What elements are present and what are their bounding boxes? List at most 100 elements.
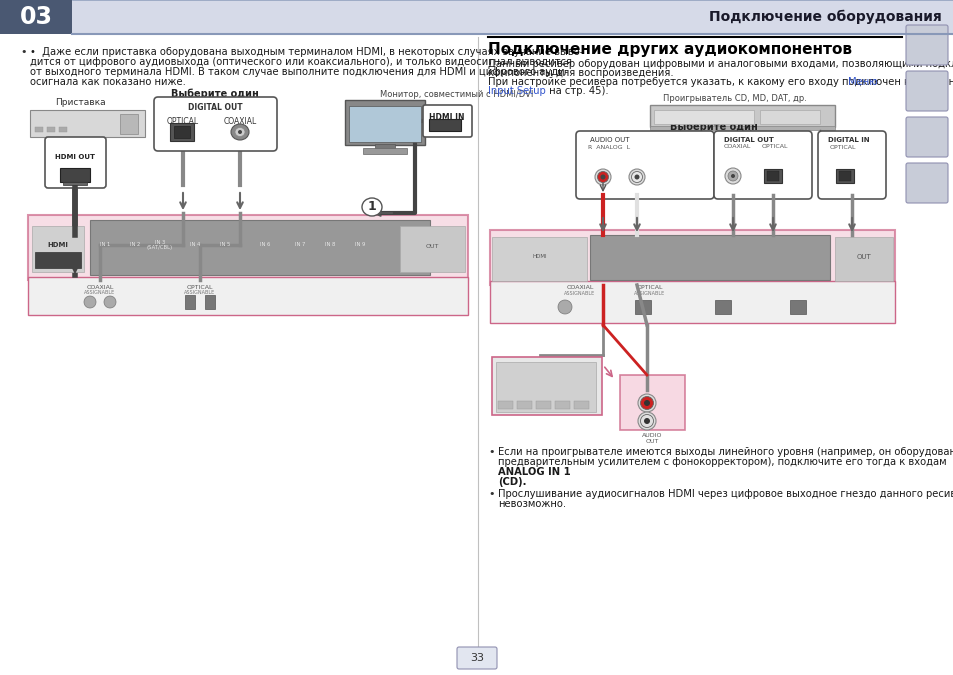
Ellipse shape: [643, 418, 649, 424]
Text: Меню: Меню: [847, 77, 877, 87]
Bar: [35, 252, 81, 268]
Bar: [170, 123, 193, 141]
Bar: [763, 169, 781, 183]
Bar: [714, 300, 730, 314]
Text: Данный ресивер оборудован цифровыми и аналоговыми входами, позволяющими подключи: Данный ресивер оборудован цифровыми и ан…: [488, 59, 953, 69]
FancyBboxPatch shape: [45, 137, 106, 188]
Bar: [345, 100, 424, 145]
Bar: [766, 171, 779, 181]
Text: OUT: OUT: [856, 254, 870, 260]
Text: Проигрыватель CD, MD, DAT, др.: Проигрыватель CD, MD, DAT, др.: [662, 94, 806, 103]
Text: ANALOG IN 1: ANALOG IN 1: [497, 467, 570, 477]
Bar: [654, 110, 753, 124]
Ellipse shape: [595, 169, 610, 185]
Text: ASSIGNABLE: ASSIGNABLE: [564, 291, 595, 296]
Text: HDMI: HDMI: [532, 254, 547, 259]
Bar: [63, 182, 87, 185]
Bar: [497, 401, 513, 409]
Ellipse shape: [724, 168, 740, 184]
Ellipse shape: [639, 414, 653, 427]
Bar: [47, 127, 55, 132]
Ellipse shape: [234, 128, 245, 136]
Ellipse shape: [597, 171, 608, 182]
Bar: [399, 226, 464, 272]
Text: Прослушивание аудиосигналов HDMI через цифровое выходное гнездо данного ресивера: Прослушивание аудиосигналов HDMI через ц…: [497, 489, 953, 499]
Bar: [619, 375, 684, 430]
Text: 1: 1: [367, 200, 376, 213]
Bar: [536, 401, 551, 409]
Text: •  Даже если приставка оборудована выходным терминалом HDMI, в некоторых случаях: • Даже если приставка оборудована выходн…: [30, 47, 583, 57]
Ellipse shape: [361, 198, 381, 216]
Text: ASSIGNABLE: ASSIGNABLE: [634, 291, 665, 296]
Text: •: •: [20, 47, 27, 57]
FancyBboxPatch shape: [153, 97, 276, 151]
Bar: [492, 357, 601, 415]
Ellipse shape: [84, 296, 96, 308]
Text: Если на проигрывателе имеются выходы линейного уровня (например, он оборудован в: Если на проигрывателе имеются выходы лин…: [497, 447, 953, 457]
Ellipse shape: [631, 171, 641, 182]
Text: Выберите один: Выберите один: [669, 122, 757, 132]
Bar: [185, 295, 194, 309]
Ellipse shape: [599, 175, 605, 180]
Bar: [90, 220, 430, 275]
Bar: [490, 281, 894, 323]
Text: Подключение других аудиокомпонентов: Подключение других аудиокомпонентов: [488, 42, 851, 57]
Text: IN 1: IN 1: [100, 242, 111, 248]
Bar: [838, 171, 850, 181]
Text: на стр. 45).: на стр. 45).: [545, 86, 608, 96]
FancyBboxPatch shape: [905, 25, 947, 65]
Text: IN 3
(SAT/CBL): IN 3 (SAT/CBL): [147, 240, 172, 250]
Text: HDMI IN: HDMI IN: [429, 113, 464, 122]
Bar: [834, 237, 892, 281]
Bar: [635, 300, 650, 314]
Text: компоненты для воспроизведения.: компоненты для воспроизведения.: [488, 68, 673, 78]
Text: HDMI: HDMI: [48, 242, 69, 248]
FancyBboxPatch shape: [456, 647, 497, 669]
Bar: [363, 148, 407, 154]
Text: AUDIO
OUT: AUDIO OUT: [641, 433, 661, 443]
Text: ASSIGNABLE: ASSIGNABLE: [84, 290, 115, 295]
Text: OPTICAL: OPTICAL: [636, 285, 662, 290]
Text: IN 4: IN 4: [190, 242, 200, 248]
Bar: [649, 105, 834, 127]
Text: DIGITAL OUT: DIGITAL OUT: [188, 103, 242, 112]
Text: COAXIAL: COAXIAL: [566, 285, 593, 290]
Bar: [205, 295, 214, 309]
Text: При настройке ресивера потребуется указать, к какому его входу подключен компоне: При настройке ресивера потребуется указа…: [488, 77, 953, 87]
FancyBboxPatch shape: [905, 117, 947, 157]
Text: IN 8: IN 8: [324, 242, 335, 248]
Ellipse shape: [643, 400, 649, 406]
Text: ASSIGNABLE: ASSIGNABLE: [184, 290, 215, 295]
Text: •: •: [488, 447, 494, 457]
Text: IN 7: IN 7: [294, 242, 305, 248]
Text: невозможно.: невозможно.: [497, 499, 565, 509]
Bar: [60, 168, 90, 182]
Ellipse shape: [237, 130, 242, 134]
Bar: [649, 126, 834, 130]
Bar: [429, 119, 460, 131]
Bar: [30, 110, 145, 137]
Text: от выходного терминала HDMI. В таком случае выполните подключения для HDMI и циф: от выходного терминала HDMI. В таком слу…: [30, 67, 568, 77]
Text: DIGITAL IN: DIGITAL IN: [827, 137, 869, 143]
Bar: [760, 110, 820, 124]
Ellipse shape: [638, 394, 656, 412]
Text: Input Setup: Input Setup: [488, 86, 545, 96]
Bar: [492, 237, 586, 281]
Text: Монитор, совместимый с HDMI/DVI: Монитор, совместимый с HDMI/DVI: [379, 90, 533, 99]
Bar: [28, 215, 468, 280]
Text: OPTICAL: OPTICAL: [187, 285, 213, 290]
Text: R  ANALOG  L: R ANALOG L: [587, 145, 630, 150]
Text: AUDIO OUT: AUDIO OUT: [589, 137, 629, 143]
Text: IN 6: IN 6: [259, 242, 270, 248]
Ellipse shape: [727, 171, 738, 181]
Ellipse shape: [558, 300, 572, 314]
Ellipse shape: [634, 175, 639, 180]
Ellipse shape: [231, 124, 249, 140]
Text: осигнала как показано ниже.: осигнала как показано ниже.: [30, 77, 186, 87]
FancyBboxPatch shape: [905, 71, 947, 111]
Text: IN 2: IN 2: [130, 242, 140, 248]
Text: IN 9: IN 9: [355, 242, 365, 248]
Bar: [28, 277, 468, 315]
Text: IN 5: IN 5: [219, 242, 230, 248]
Text: OPTICAL: OPTICAL: [829, 145, 856, 150]
